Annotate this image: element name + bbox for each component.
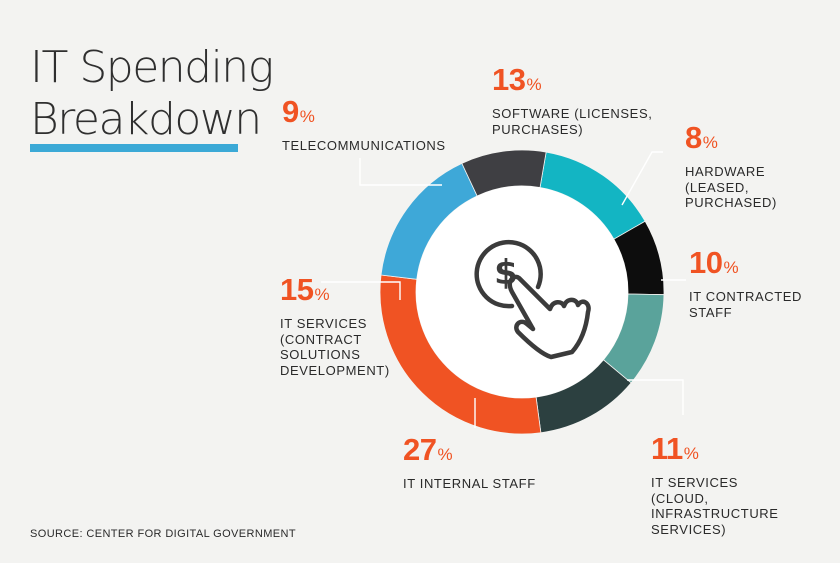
- label-internal-staff: IT INTERNAL STAFF: [403, 476, 536, 491]
- pct-value-internal-staff: 27: [403, 432, 437, 467]
- pct-symbol: %: [683, 444, 699, 463]
- pointing-hand: [507, 274, 591, 360]
- pct-symbol: %: [723, 258, 739, 277]
- pct-hardware: 8%: [685, 121, 777, 160]
- label-contract-development: IT SERVICES (CONTRACT SOLUTIONS DEVELOPM…: [280, 316, 390, 378]
- callout-cloud-services: 11% IT SERVICES (CLOUD, INFRASTRUCTURE S…: [651, 432, 779, 537]
- label-hardware: HARDWARE (LEASED, PURCHASED): [685, 164, 777, 210]
- callout-contracted-staff: 10% IT CONTRACTED STAFF: [689, 246, 802, 320]
- leader-line-hardware: [621, 151, 663, 206]
- label-contracted-staff: IT CONTRACTED STAFF: [689, 289, 803, 320]
- callout-contract-development: 15% IT SERVICES (CONTRACT SOLUTIONS DEVE…: [280, 273, 390, 378]
- pct-telecommunications: 9%: [282, 95, 446, 134]
- pct-contract-development: 15%: [280, 273, 390, 312]
- pct-value-software: 13: [492, 62, 526, 97]
- pct-contracted-staff: 10%: [689, 246, 802, 285]
- pct-symbol: %: [299, 107, 315, 126]
- coin-ring: [474, 239, 543, 309]
- leader-line-telecom: [359, 158, 442, 186]
- pct-symbol: %: [314, 285, 330, 304]
- source-note: SOURCE: CENTER FOR DIGITAL GOVERNMENT: [30, 528, 296, 540]
- pct-value-telecommunications: 9: [282, 94, 299, 129]
- callout-telecommunications: 9% TELECOMMUNICATIONS: [282, 95, 446, 154]
- title-underline: [30, 144, 238, 152]
- leader-line-contract-dev: [321, 281, 401, 300]
- label-telecommunications: TELECOMMUNICATIONS: [282, 138, 446, 153]
- pct-cloud-services: 11%: [651, 432, 779, 471]
- pct-value-contract-development: 15: [280, 272, 314, 307]
- leader-line-cloud: [627, 379, 684, 415]
- pct-value-cloud-services: 11: [651, 431, 683, 466]
- dollar-sign: $: [494, 253, 518, 293]
- pct-software: 13%: [492, 63, 652, 102]
- callout-hardware: 8% HARDWARE (LEASED, PURCHASED): [685, 121, 777, 211]
- pct-internal-staff: 27%: [403, 433, 536, 472]
- hand-pointing-dollar-coin-icon: $: [474, 239, 591, 360]
- leader-lines: [321, 151, 686, 428]
- page-title: IT Spending Breakdown: [30, 42, 274, 146]
- callout-software: 13% SOFTWARE (LICENSES, PURCHASES): [492, 63, 652, 137]
- donut-hole: [416, 186, 628, 398]
- pct-symbol: %: [437, 445, 453, 464]
- callout-internal-staff: 27% IT INTERNAL STAFF: [403, 433, 536, 492]
- title-line-1: IT Spending: [30, 42, 274, 93]
- pct-value-hardware: 8: [685, 120, 702, 155]
- title-line-2: Breakdown: [30, 94, 262, 145]
- pct-symbol: %: [702, 133, 718, 152]
- pct-value-contracted-staff: 10: [689, 245, 723, 280]
- label-software: SOFTWARE (LICENSES, PURCHASES): [492, 106, 653, 137]
- label-cloud-services: IT SERVICES (CLOUD, INFRASTRUCTURE SERVI…: [651, 475, 779, 537]
- pct-symbol: %: [526, 75, 542, 94]
